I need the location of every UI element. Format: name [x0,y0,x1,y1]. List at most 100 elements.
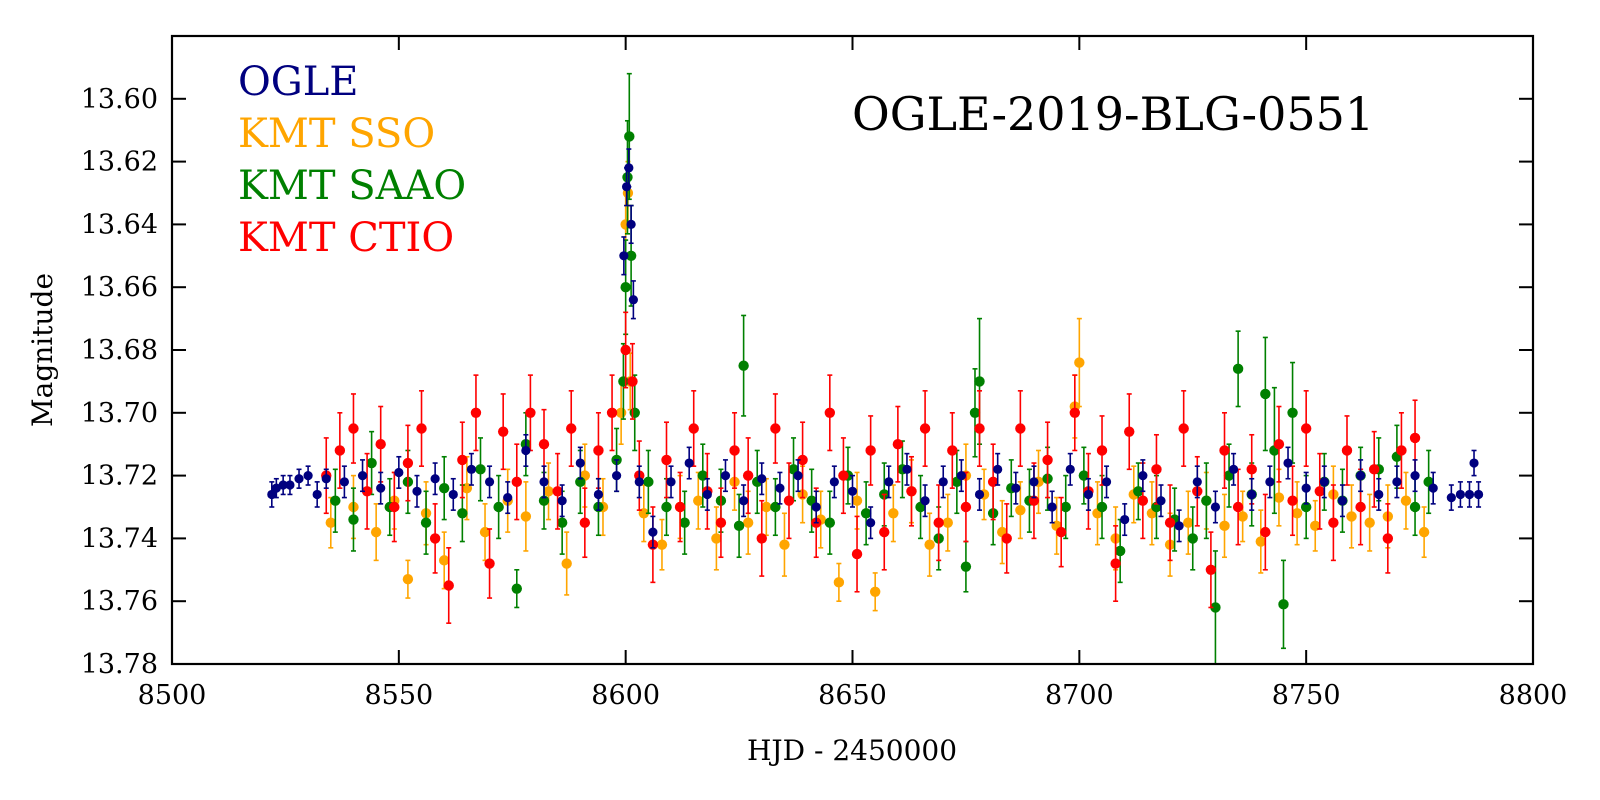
data-point [906,486,917,497]
data-point [733,520,745,532]
data-point [521,445,531,456]
data-point [429,533,441,544]
data-point [376,483,386,493]
data-point [1219,445,1230,456]
legend-entry: KMT SAAO [238,163,466,209]
data-point [626,219,636,229]
data-point [742,517,754,528]
data-point [1096,501,1108,513]
data-point [661,501,672,513]
data-point [348,514,359,525]
data-point [330,495,341,506]
data-point [620,282,631,293]
x-tick-labels: 8500 8550 8600 8650 8700 8750 8800 [138,680,1568,711]
data-point [303,471,313,481]
data-point [865,445,876,456]
data-point [1151,464,1162,475]
data-point [1029,477,1039,487]
data-point [627,376,638,387]
data-point [511,583,522,594]
data-point [628,295,638,305]
data-point [684,458,694,468]
data-point [538,495,550,506]
data-point [620,344,631,356]
y-tick-label: 13.78 [81,649,158,680]
data-point [1355,501,1366,513]
data-point [711,533,722,544]
data-point [1183,517,1194,528]
data-point [884,477,894,487]
legend: OGLE KMT SSO KMT SAAO KMT CTIO [238,59,466,261]
data-point [538,439,550,450]
data-point [334,445,346,456]
data-point [729,445,740,456]
legend-entry: KMT SSO [238,111,435,157]
data-point [1096,445,1108,456]
data-point [1110,558,1121,569]
data-point [1101,477,1112,487]
data-point [557,496,567,506]
x-tick-label: 8800 [1499,680,1568,711]
data-point [1201,495,1212,506]
data-point [956,471,966,481]
data-point [1228,464,1239,474]
data-point [503,492,513,503]
data-point [622,172,633,183]
y-tick-label: 13.76 [81,586,158,617]
data-point [661,454,672,466]
data-point [1011,483,1021,493]
data-point [629,407,640,418]
data-point [1369,464,1380,475]
data-point [847,486,858,496]
data-point [1114,545,1126,557]
data-point [938,477,948,487]
data-point [470,407,482,418]
data-point [1232,501,1244,513]
data-point [543,486,554,497]
y-tick-label: 13.62 [81,147,158,178]
data-point [1346,511,1357,522]
data-point [1156,496,1166,506]
data-point [1069,407,1080,418]
data-point [624,131,635,142]
x-tick-label: 8750 [1272,680,1341,711]
data-point [625,250,637,261]
data-point [824,407,836,418]
data-point [439,555,450,566]
data-point [738,360,749,371]
data-point [1374,489,1384,500]
data-point [851,548,863,560]
data-point [1464,489,1475,500]
data-point [1265,477,1275,487]
legend-entry: OGLE [238,59,359,105]
y-tick-label: 13.72 [81,461,158,492]
data-point [1232,363,1244,375]
data-point [552,486,563,497]
data-point [579,517,591,528]
y-tick-label: 13.68 [81,335,158,366]
data-point [960,501,972,513]
data-point [1237,511,1248,522]
data-point [1337,496,1348,506]
data-point [1120,514,1130,525]
data-point [1205,564,1217,575]
data-point [430,474,440,484]
data-point [1314,486,1325,497]
data-point [892,439,904,450]
data-point [348,423,359,434]
y-tick-label: 13.66 [81,272,158,303]
data-point [511,476,522,488]
data-point [851,495,863,506]
data-point [475,464,486,475]
data-point [720,471,731,481]
data-point [1446,492,1456,503]
data-point [688,423,699,434]
data-point [838,470,849,481]
data-point [1192,477,1202,487]
data-point [466,464,477,474]
data-point [402,574,414,585]
data-point [539,477,549,487]
x-tick-label: 8500 [138,680,207,711]
data-point [339,477,349,487]
data-point [1260,388,1271,400]
